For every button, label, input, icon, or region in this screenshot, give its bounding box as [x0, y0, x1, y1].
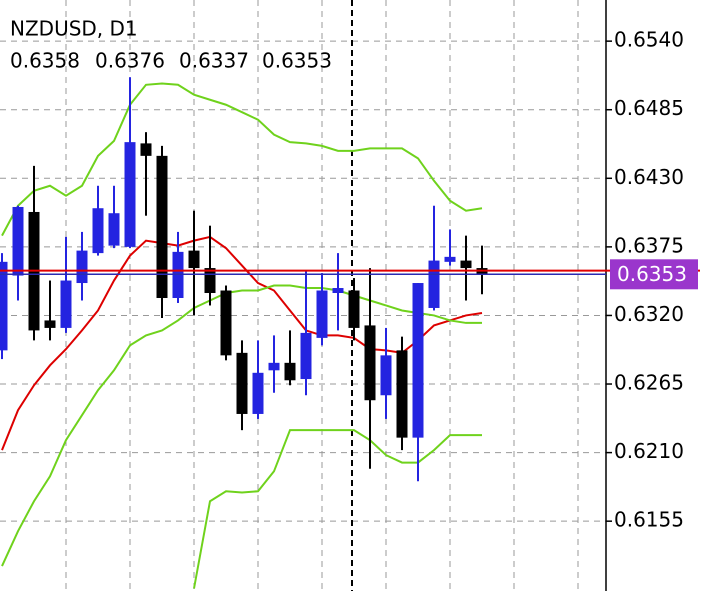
candle-body [76, 250, 88, 284]
candle-body [140, 143, 152, 156]
ohlc-open: 0.6358 [10, 49, 80, 73]
candle-body [60, 280, 72, 328]
candle-body [124, 142, 136, 247]
ohlc-close: 0.6353 [262, 49, 332, 73]
candle-body [188, 250, 200, 269]
price-label: 0.6353 [617, 262, 687, 286]
y-tick-label: 0.6485 [614, 96, 684, 120]
ohlc-high: 0.6376 [95, 49, 165, 73]
candle-body [364, 325, 376, 401]
candle-body [220, 290, 232, 356]
chart-title: NZDUSD, D1 [10, 17, 138, 41]
candle-body [348, 290, 360, 328]
candle-body [316, 290, 328, 338]
price-label-box [610, 259, 698, 290]
y-tick-label: 0.6430 [614, 165, 684, 189]
ohlc-low: 0.6337 [179, 49, 249, 73]
y-tick-label: 0.6265 [614, 371, 684, 395]
candle-body [156, 155, 168, 298]
candle-body [108, 213, 120, 246]
candle-body [92, 208, 104, 254]
candle-body [12, 206, 24, 276]
y-tick-label: 0.6320 [614, 302, 684, 326]
band-line [1, 284, 482, 567]
candle-body [252, 372, 264, 414]
candle-body [204, 268, 216, 294]
candle-body [412, 283, 424, 438]
candle-body [0, 261, 8, 351]
candle-body [332, 288, 344, 294]
candle-body [44, 320, 56, 328]
candle-body [268, 362, 280, 371]
y-tick-label: 0.6540 [614, 28, 684, 52]
band-line [193, 429, 482, 589]
candle-body [380, 355, 392, 396]
candle-body [396, 350, 408, 438]
band-line [1, 82, 483, 237]
y-tick-label: 0.6375 [614, 233, 684, 257]
candle-body [300, 332, 312, 380]
y-tick-label: 0.6155 [614, 508, 684, 532]
y-tick-label: 0.6210 [614, 439, 684, 463]
candle-body [460, 260, 472, 269]
candle-body [284, 362, 296, 381]
candle-body [428, 260, 440, 308]
candle-body [236, 352, 248, 414]
candle-body [444, 256, 456, 262]
